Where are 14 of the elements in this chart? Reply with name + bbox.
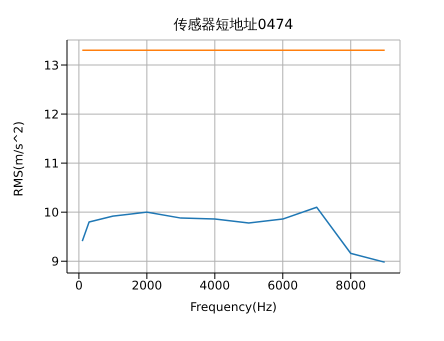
y-tick-label: 10 (44, 205, 59, 220)
chart-title: 传感器短地址0474 (172, 16, 294, 34)
y-tick-label: 13 (44, 58, 59, 72)
x-tick-label: 2000 (132, 278, 162, 293)
y-tick-label: 11 (44, 156, 59, 170)
y-tick-label: 12 (44, 107, 59, 122)
x-axis-title: Frequency(Hz) (190, 300, 277, 314)
y-axis-title: RMS(m/s^2) (11, 121, 26, 196)
y-tick-label: 9 (51, 254, 59, 268)
x-tick-label: 6000 (267, 278, 298, 293)
x-tick-label: 4000 (200, 278, 230, 293)
line-series (82, 206, 386, 263)
x-tick-label: 0 (75, 278, 83, 293)
x-tick-label: 8000 (335, 278, 366, 293)
